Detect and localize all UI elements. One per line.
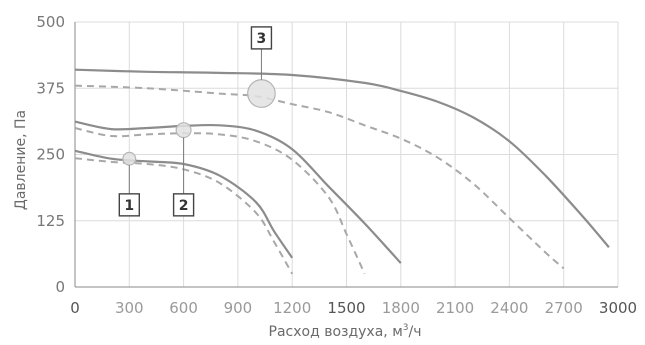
x-tick-label-2400: 2400 <box>490 299 528 317</box>
y-tick-label-375: 375 <box>36 79 65 97</box>
y-axis-title: Давление, Па <box>13 110 29 210</box>
axes <box>74 22 618 288</box>
curve-label-2: 2 <box>179 198 189 214</box>
x-axis-title-sup: 3 <box>403 323 409 333</box>
operating-point-2 <box>175 122 192 139</box>
x-tick-label-300: 300 <box>115 299 144 317</box>
y-tick-label-125: 125 <box>36 212 65 230</box>
x-tick-label-3000: 3000 <box>599 299 637 317</box>
curve-4-dashed <box>74 127 366 275</box>
x-tick-label-2700: 2700 <box>545 299 583 317</box>
operating-point-1 <box>122 151 137 166</box>
x-axis-title-suffix: /ч <box>409 324 422 340</box>
curve-6-dashed <box>74 84 565 270</box>
x-tick-label-2100: 2100 <box>436 299 474 317</box>
curve-1-solid <box>74 149 294 259</box>
y-tick-label-500: 500 <box>36 13 65 31</box>
curve-labels: 1 2 3 <box>118 26 273 217</box>
x-tick-label-0: 0 <box>70 299 80 317</box>
operating-point-3 <box>247 79 276 108</box>
x-tick-label-1500: 1500 <box>327 299 365 317</box>
y-tick-label-0: 0 <box>55 278 65 296</box>
grid <box>75 21 619 287</box>
curve-2-dashed <box>74 157 294 275</box>
tick-labels: 0 125 250 375 500 0 300 600 900 1200 1500 1800 2100 2… <box>36 13 637 317</box>
x-axis-title: Расход воздуха, м3/ч <box>269 323 422 340</box>
curves <box>74 68 610 275</box>
curve-3-solid <box>74 120 402 264</box>
x-tick-label-600: 600 <box>169 299 198 317</box>
x-axis-title-main: Расход воздуха, м <box>269 324 403 340</box>
curve-label-box-2 <box>172 193 195 217</box>
curve-label-box-3 <box>250 26 273 50</box>
curve-5-solid <box>74 68 610 249</box>
curve-label-1: 1 <box>124 198 134 214</box>
x-tick-label-900: 900 <box>224 299 253 317</box>
x-tick-label-1200: 1200 <box>273 299 311 317</box>
curve-label-box-1 <box>118 193 141 217</box>
y-tick-label-250: 250 <box>36 146 65 164</box>
curve-label-3: 3 <box>257 31 267 47</box>
x-tick-label-1800: 1800 <box>382 299 420 317</box>
